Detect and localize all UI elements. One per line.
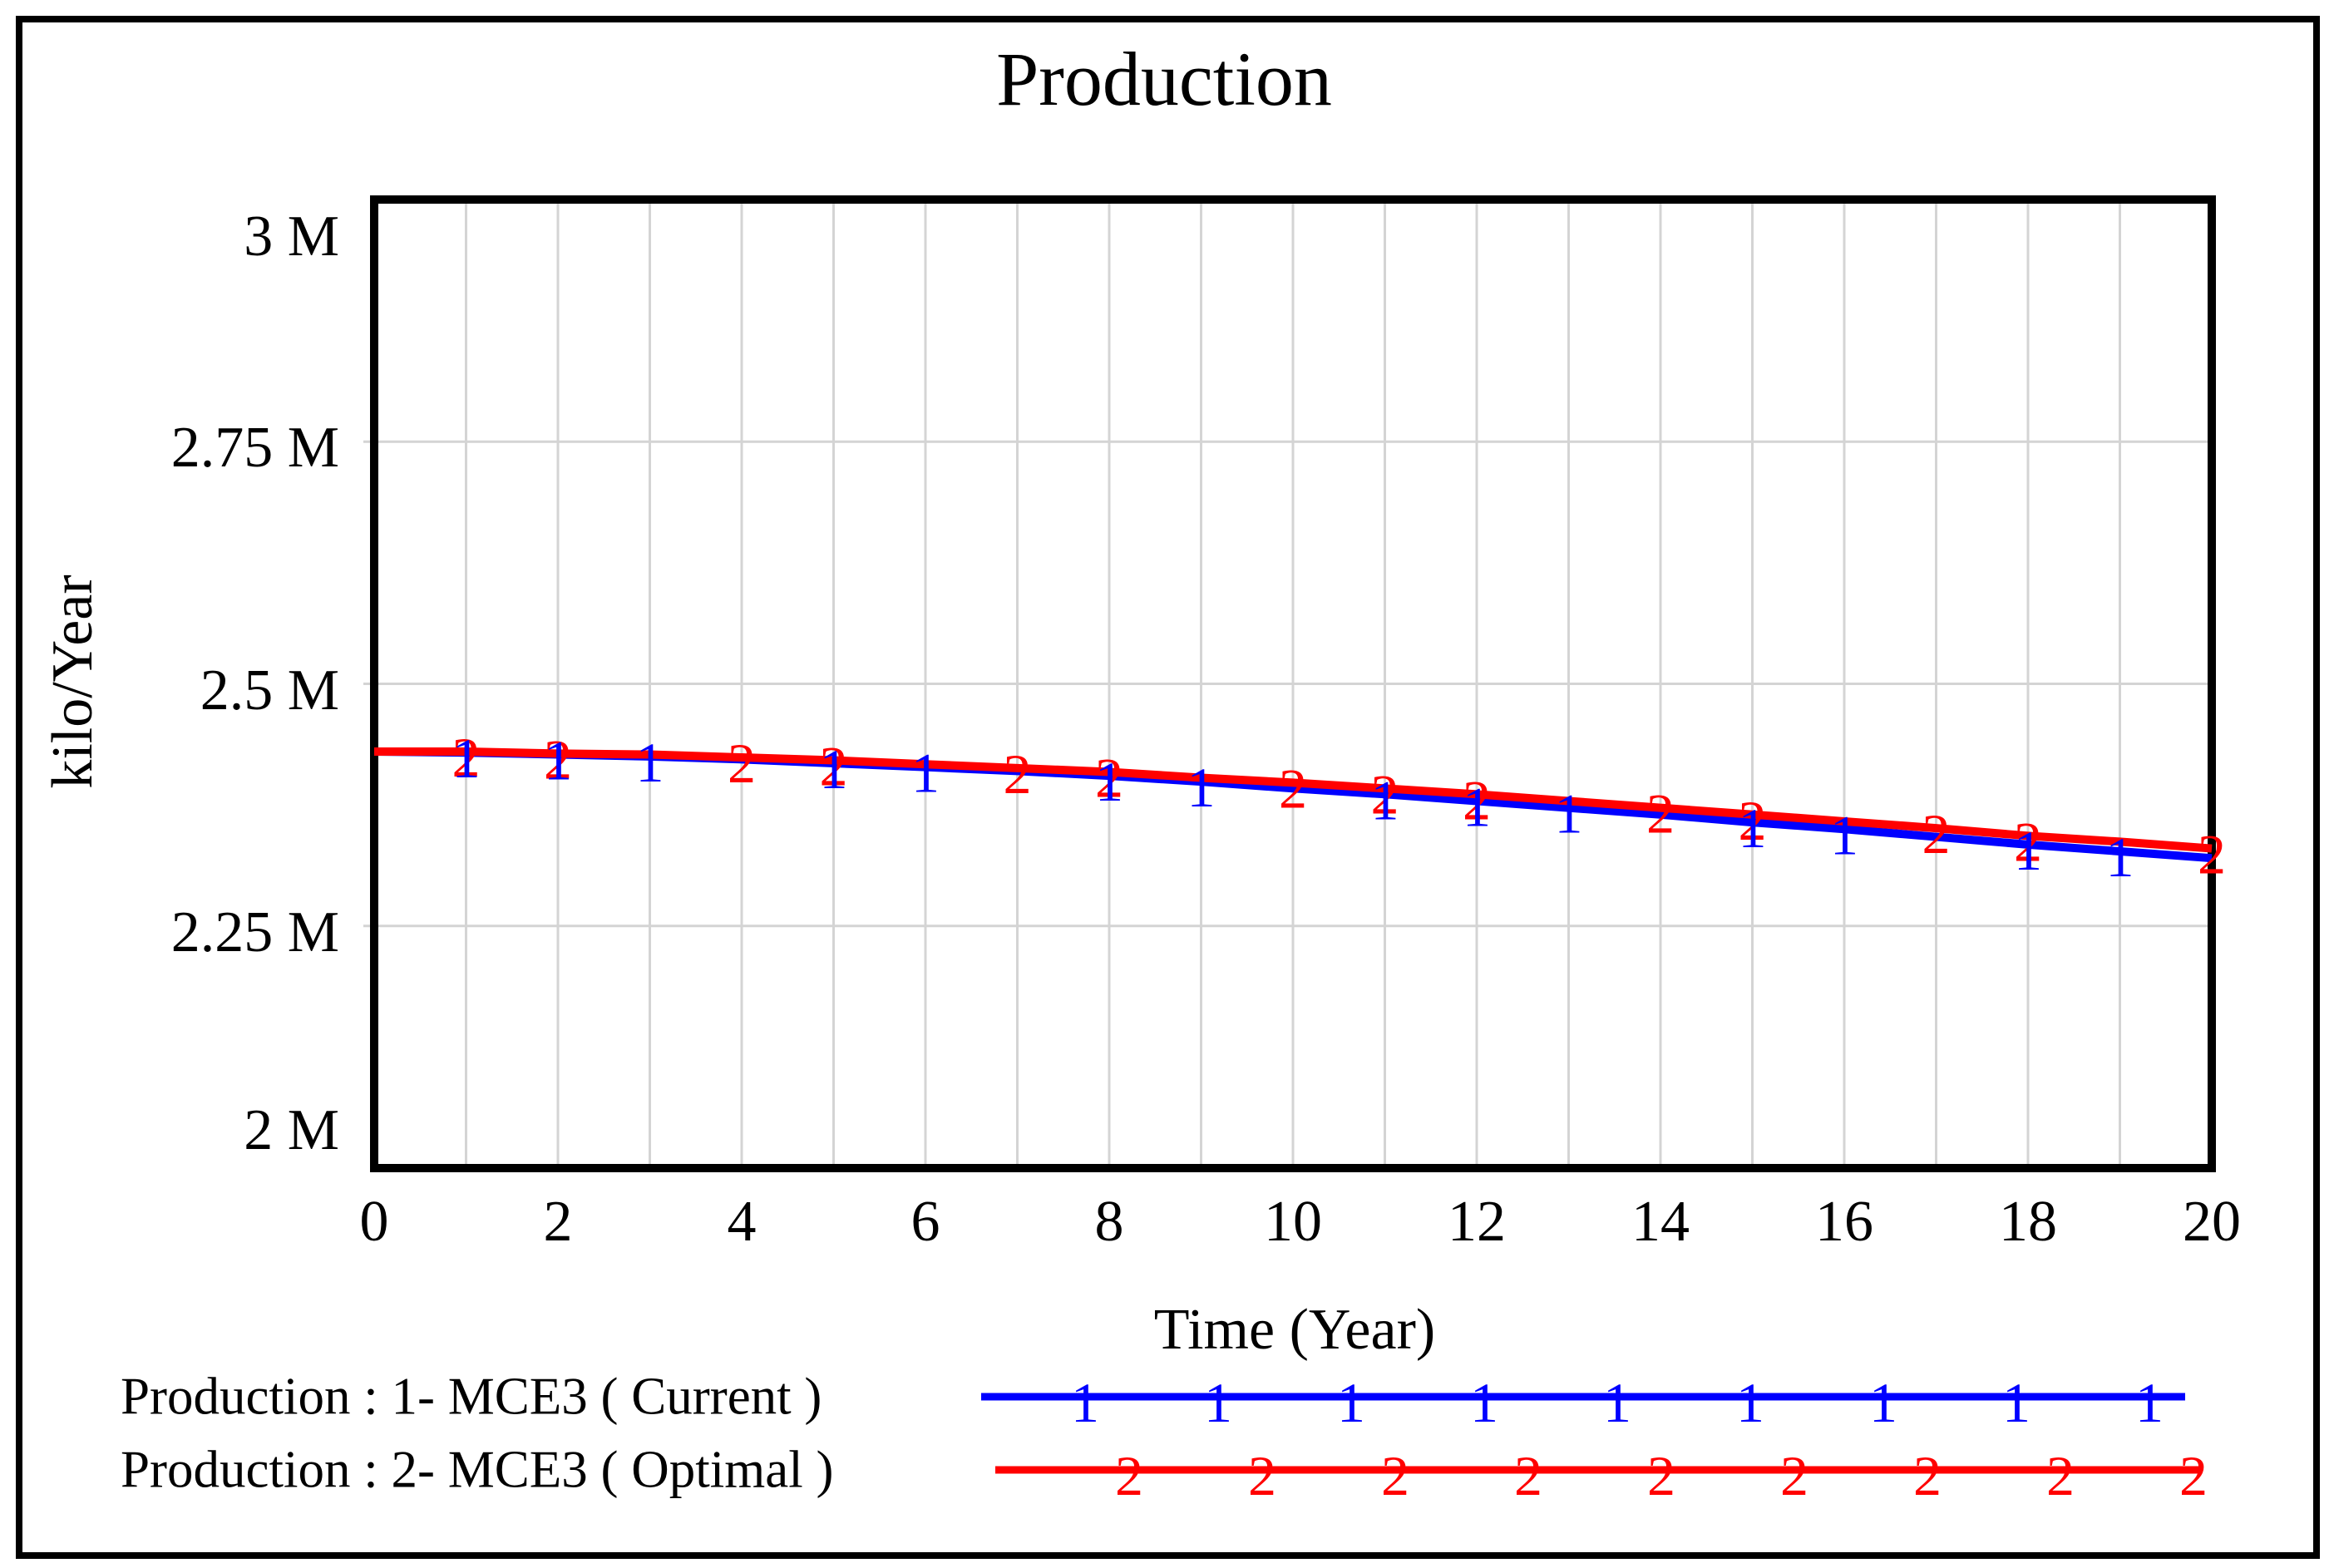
- legend-marker-1: 1: [1337, 1371, 1365, 1434]
- series-marker-2: 2: [452, 726, 481, 789]
- series-marker-1: 1: [911, 742, 940, 805]
- series-marker-2: 2: [544, 727, 572, 791]
- series-marker-1: 1: [544, 729, 572, 792]
- x-tick-label: 10: [1264, 1190, 1322, 1254]
- series-marker-2: 2: [820, 735, 848, 798]
- y-axis-unit-label: kilo/Year: [41, 574, 105, 789]
- series-marker-1: 1: [1739, 796, 1767, 860]
- series-marker-2: 2: [1279, 757, 1307, 820]
- legend-marker-1: 1: [2002, 1371, 2030, 1434]
- series-marker-1: 1: [820, 737, 848, 801]
- series-marker-2: 2: [1004, 742, 1032, 806]
- legend-marker-2: 2: [1381, 1444, 1409, 1507]
- legend-label-series1: Production : 1- MCE3 ( Current ): [121, 1367, 822, 1426]
- x-tick-label: 16: [1815, 1190, 1873, 1254]
- legend-marker-1: 1: [1869, 1371, 1897, 1434]
- series-marker-1: 1: [452, 727, 481, 790]
- x-tick-label: 20: [2183, 1190, 2241, 1254]
- series-marker-1: 1: [1187, 756, 1216, 819]
- y-tick-label: 2.75 M: [170, 416, 339, 481]
- legend-label-series2: Production : 2- MCE3 ( Optimal ): [121, 1440, 834, 1499]
- x-tick-label: 4: [727, 1190, 757, 1254]
- x-tick-label: 6: [910, 1190, 940, 1254]
- series-marker-1: 1: [2014, 819, 2042, 882]
- legend-marker-2: 2: [1780, 1444, 1808, 1507]
- series-marker-1: 1: [636, 731, 664, 794]
- legend-marker-2: 2: [1115, 1444, 1143, 1507]
- x-tick-label: 8: [1094, 1190, 1124, 1254]
- legend-marker-2: 2: [1913, 1444, 1942, 1507]
- series-marker-1: 1: [1830, 803, 1858, 866]
- series-marker-1: 1: [1463, 775, 1491, 838]
- y-tick-label: 2 M: [244, 1098, 339, 1162]
- series-marker-2: 2: [1463, 768, 1491, 831]
- x-tick-label: 14: [1631, 1190, 1690, 1254]
- legend-marker-1: 1: [1071, 1371, 1099, 1434]
- legend-marker-1: 1: [1470, 1371, 1498, 1434]
- series-marker-2: 2: [1922, 802, 1951, 865]
- series-marker-2: 2: [1371, 762, 1399, 826]
- series-marker-2: 2: [2014, 810, 2042, 873]
- series-marker-2: 2: [1095, 747, 1123, 810]
- x-tick-label: 12: [1448, 1190, 1506, 1254]
- plot-frame: [370, 195, 2216, 1172]
- legend-marker-1: 1: [1736, 1371, 1764, 1434]
- legend-marker-1: 1: [2135, 1371, 2164, 1434]
- legend-marker-1: 1: [1204, 1371, 1232, 1434]
- legend-marker-2: 2: [2046, 1444, 2075, 1507]
- x-tick-label: 0: [359, 1190, 389, 1254]
- x-tick-label: 2: [543, 1190, 573, 1254]
- legend-marker-2: 2: [1647, 1444, 1675, 1507]
- series-marker-2: 2: [2198, 823, 2226, 886]
- legend-marker-2: 2: [2179, 1444, 2208, 1507]
- y-tick-label: 2.5 M: [200, 658, 339, 722]
- legend-marker-2: 2: [1514, 1444, 1542, 1507]
- series-marker-2: 2: [728, 732, 756, 795]
- series-marker-1: 1: [1095, 750, 1123, 813]
- chart-title: Production: [996, 37, 1332, 121]
- series-marker-2: 2: [1739, 789, 1767, 852]
- series-marker-1: 1: [2106, 826, 2134, 889]
- series-line-2: [374, 747, 2213, 853]
- series-marker-1: 1: [1371, 768, 1399, 831]
- x-tick-label: 18: [1999, 1190, 2057, 1254]
- legend-marker-2: 2: [1248, 1444, 1276, 1507]
- y-tick-label: 3 M: [244, 205, 339, 269]
- legend-marker-1: 1: [1603, 1371, 1631, 1434]
- window-border: [16, 16, 2320, 1559]
- x-axis-title: Time (Year): [1153, 1298, 1436, 1362]
- series-marker-1: 1: [1555, 782, 1583, 846]
- series-marker-2: 2: [1646, 782, 1675, 846]
- y-tick-label: 2.25 M: [170, 900, 339, 964]
